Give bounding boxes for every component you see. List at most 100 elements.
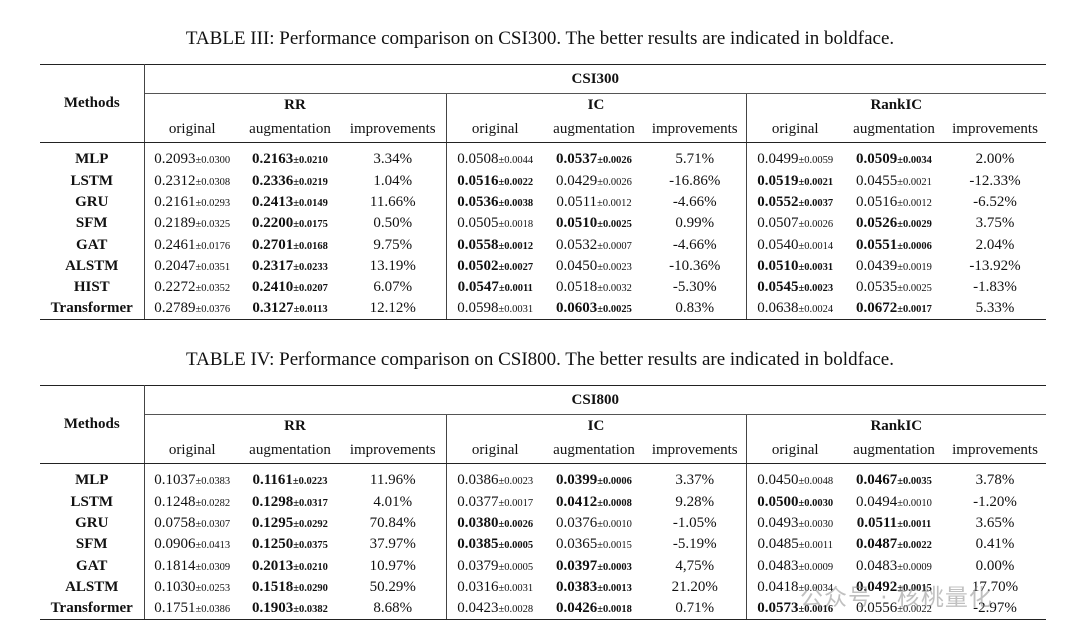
metric-value: 0.0376 bbox=[556, 515, 598, 532]
metric-std: ±0.0308 bbox=[195, 177, 231, 189]
subheader-improvements: improvements bbox=[944, 437, 1047, 464]
table-3-caption: TABLE III: Performance comparison on CSI… bbox=[185, 28, 895, 49]
metric-value: 0.0418 bbox=[757, 578, 799, 595]
metric-std: ±0.0352 bbox=[195, 283, 231, 295]
original-value: 0.0552±0.0037 bbox=[746, 192, 844, 213]
metric-value: 0.0483 bbox=[757, 557, 799, 574]
augmentation-value: 0.0526±0.0029 bbox=[844, 213, 944, 234]
augmentation-value: 0.0439±0.0019 bbox=[844, 256, 944, 277]
table-row: GAT 0.2461±0.0176 0.2701±0.0168 9.75% 0.0558… bbox=[40, 234, 1046, 256]
metric-value: 0.1814 bbox=[154, 557, 196, 574]
augmentation-value: 0.0492±0.0015 bbox=[844, 577, 944, 598]
original-value: 0.0450±0.0048 bbox=[746, 464, 844, 493]
metric-value: 0.0537 bbox=[556, 150, 598, 167]
table-row: SFM 0.0906±0.0413 0.1250±0.0375 37.97% 0.038… bbox=[40, 534, 1046, 556]
metric-std: ±0.0022 bbox=[498, 177, 534, 189]
metric-value: 0.0516 bbox=[856, 194, 898, 211]
metric-value: 0.0423 bbox=[457, 600, 499, 617]
metric-value: 0.0510 bbox=[556, 215, 598, 232]
original-value: 0.0906±0.0413 bbox=[144, 534, 240, 555]
metric-value: 0.0429 bbox=[556, 173, 598, 190]
metric-value: 0.2272 bbox=[154, 279, 196, 296]
metric-std: ±0.0012 bbox=[498, 240, 534, 252]
metric-std: ±0.0034 bbox=[897, 154, 932, 166]
augmentation-value: 0.2013±0.0210 bbox=[240, 556, 340, 577]
augmentation-value: 0.0516±0.0012 bbox=[844, 192, 944, 213]
original-value: 0.0500±0.0030 bbox=[746, 492, 844, 513]
metric-std: ±0.0025 bbox=[597, 219, 632, 231]
metric-value: 0.0450 bbox=[556, 257, 598, 274]
metric-std: ±0.0008 bbox=[597, 498, 632, 510]
metric-std: ±0.0026 bbox=[498, 519, 534, 531]
table-row: MLP 0.2093±0.0300 0.2163±0.0210 3.34% 0.0508… bbox=[40, 142, 1046, 172]
augmentation-value: 0.0672±0.0017 bbox=[844, 298, 944, 321]
metric-std: ±0.0307 bbox=[195, 519, 231, 531]
metric-std: ±0.0028 bbox=[498, 604, 534, 616]
original-value: 0.0499±0.0059 bbox=[746, 143, 844, 172]
method-name: LSTM bbox=[40, 492, 145, 514]
metric-value: 0.2047 bbox=[154, 257, 196, 274]
improvement-value: 50.29% bbox=[340, 576, 447, 598]
metric-value: 0.2410 bbox=[252, 279, 294, 296]
metric-value: 0.0507 bbox=[757, 215, 799, 232]
original-value: 0.0316±0.0031 bbox=[446, 577, 544, 598]
subheader-improvements: improvements bbox=[944, 116, 1047, 143]
metric-value: 0.0532 bbox=[556, 236, 598, 253]
metric-std: ±0.0023 bbox=[798, 283, 834, 295]
augmentation-value: 0.0487±0.0022 bbox=[844, 534, 944, 555]
metric-value: 0.2317 bbox=[252, 257, 294, 274]
metric-value: 0.1518 bbox=[252, 578, 294, 595]
metric-value: 0.0508 bbox=[457, 150, 499, 167]
metric-std: ±0.0027 bbox=[498, 261, 534, 273]
improvement-value: -5.30% bbox=[644, 276, 747, 299]
subheader-augmentation: augmentation bbox=[544, 437, 644, 464]
metric-value: 0.0518 bbox=[556, 279, 598, 296]
improvement-value: -16.86% bbox=[644, 171, 747, 193]
metric-std: ±0.0168 bbox=[293, 240, 328, 252]
group-header-rr: RR bbox=[144, 414, 447, 437]
metric-value: 0.0386 bbox=[457, 471, 499, 488]
original-value: 0.0545±0.0023 bbox=[746, 277, 844, 298]
augmentation-value: 0.0376±0.0010 bbox=[544, 513, 644, 534]
metric-value: 0.2461 bbox=[154, 236, 196, 253]
metric-value: 0.0455 bbox=[856, 173, 898, 190]
metric-std: ±0.0210 bbox=[293, 154, 328, 166]
method-name: GRU bbox=[40, 192, 145, 214]
improvement-value: -12.33% bbox=[969, 173, 1021, 190]
metric-value: 0.0494 bbox=[856, 494, 898, 511]
metric-std: ±0.0013 bbox=[597, 582, 632, 594]
improvement-value: 1.04% bbox=[340, 171, 447, 193]
original-value: 0.0493±0.0030 bbox=[746, 513, 844, 534]
improvement-value: 5.71% bbox=[644, 142, 747, 171]
metric-std: ±0.0031 bbox=[498, 582, 534, 594]
metric-std: ±0.0290 bbox=[293, 582, 328, 594]
augmentation-value: 0.3127±0.0113 bbox=[240, 298, 340, 321]
metric-value: 0.0545 bbox=[757, 279, 799, 296]
improvement-value: 11.66% bbox=[340, 192, 447, 214]
metric-value: 0.0380 bbox=[457, 515, 499, 532]
metric-std: ±0.0037 bbox=[798, 198, 834, 210]
subheader-original: original bbox=[746, 116, 844, 143]
metric-value: 0.0598 bbox=[457, 300, 499, 317]
method-name: SFM bbox=[40, 213, 145, 235]
metric-std: ±0.0253 bbox=[195, 582, 231, 594]
subheader-original: original bbox=[746, 437, 844, 464]
metric-std: ±0.0022 bbox=[897, 540, 932, 552]
metric-std: ±0.0031 bbox=[798, 261, 834, 273]
metric-value: 0.1161 bbox=[252, 471, 293, 488]
metric-std: ±0.0024 bbox=[798, 304, 834, 316]
metric-value: 0.0558 bbox=[457, 236, 499, 253]
original-value: 0.0483±0.0009 bbox=[746, 556, 844, 577]
subheader-augmentation: augmentation bbox=[240, 437, 340, 464]
augmentation-value: 0.0556±0.0022 bbox=[844, 597, 944, 621]
metric-std: ±0.0011 bbox=[798, 540, 833, 552]
improvement-value: 4.01% bbox=[340, 492, 447, 514]
metric-std: ±0.0009 bbox=[798, 561, 834, 573]
metric-value: 0.1751 bbox=[154, 600, 196, 617]
metric-value: 0.0439 bbox=[856, 257, 898, 274]
improvement-value: 0.50% bbox=[340, 213, 447, 235]
metric-std: ±0.0044 bbox=[498, 154, 534, 166]
metric-value: 0.0638 bbox=[757, 300, 799, 317]
subheader-original: original bbox=[446, 437, 544, 464]
metric-value: 0.0502 bbox=[457, 257, 499, 274]
